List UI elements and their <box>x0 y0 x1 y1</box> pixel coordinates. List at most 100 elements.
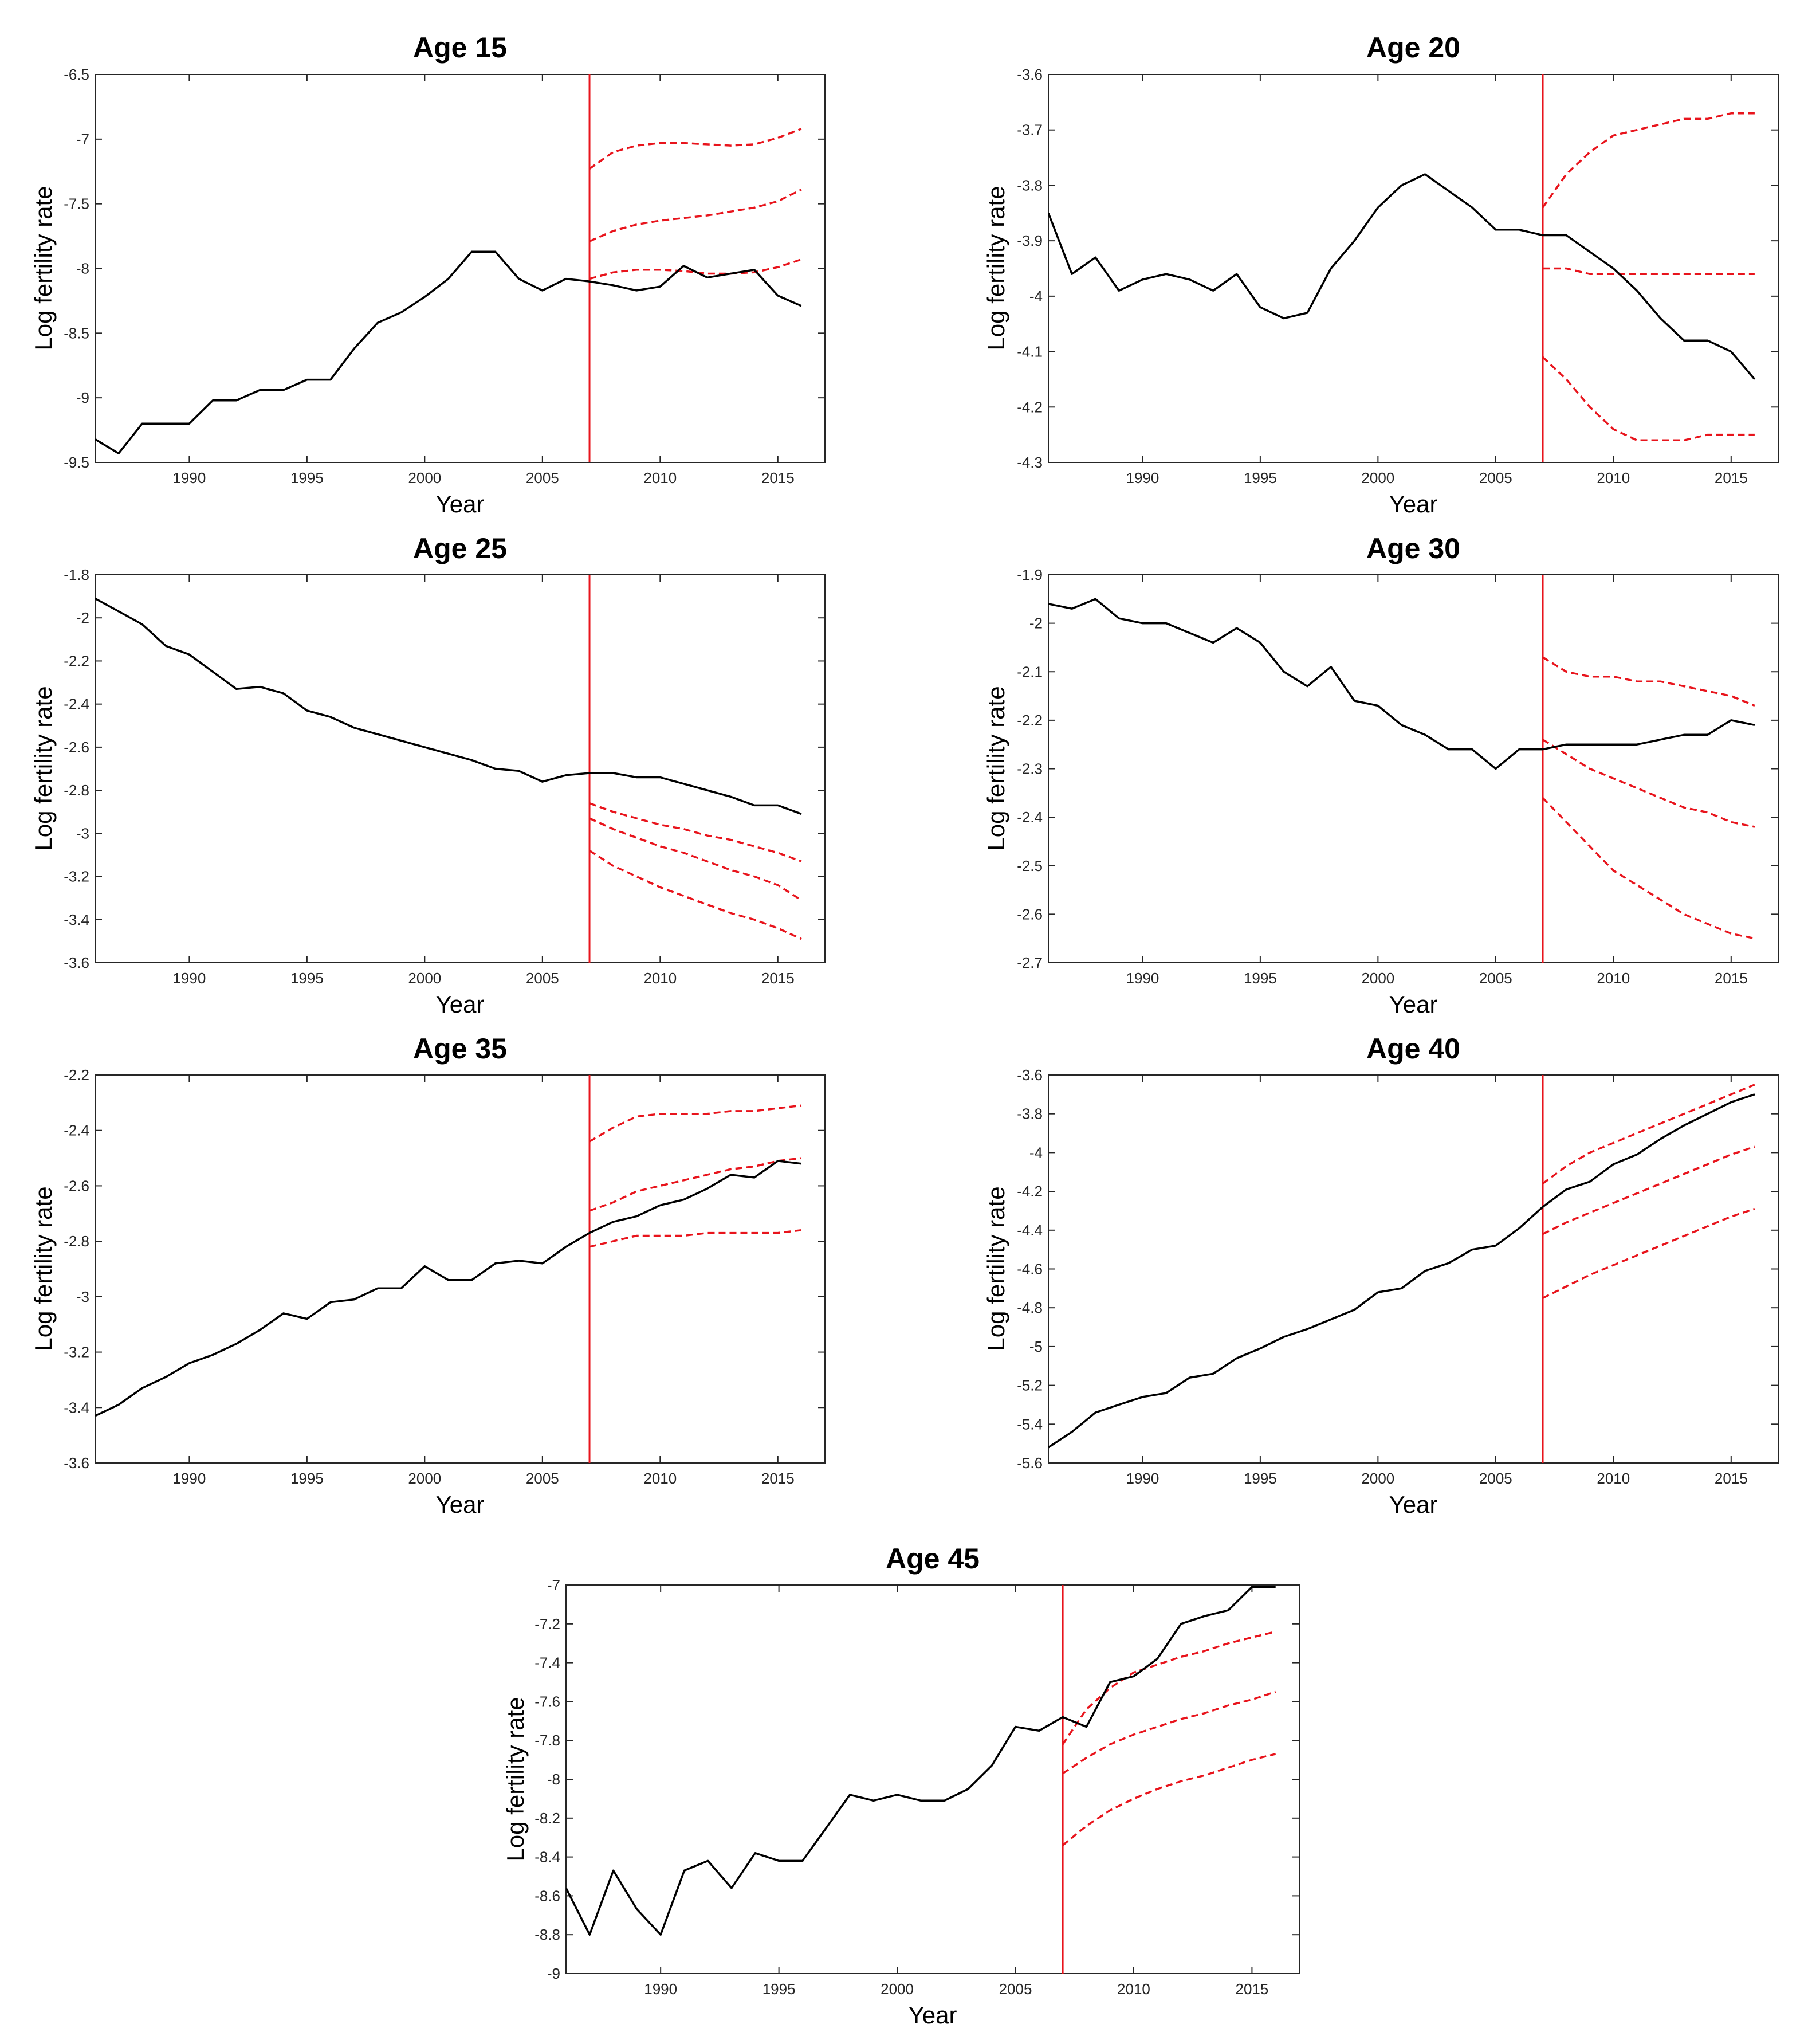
x-tick-label: 1995 <box>1244 1470 1277 1487</box>
y-tick-label: -7.8 <box>534 1732 560 1749</box>
x-tick-label: 1995 <box>290 970 324 987</box>
x-tick-label: 2015 <box>1715 469 1748 487</box>
panel-age-15: Age 15 Year Log fertility rate 1990 1995 2… <box>30 32 826 517</box>
x-tick-label: 2010 <box>1597 1470 1630 1487</box>
plot-area <box>95 1074 826 1464</box>
panel-title: Age 15 <box>413 32 507 64</box>
x-tick-label: 2015 <box>761 469 795 487</box>
y-tick-label: -2.6 <box>64 739 89 756</box>
y-tick-label: -3.6 <box>1017 1066 1043 1084</box>
forecast-upper-line <box>589 802 802 862</box>
x-tick-label: 2015 <box>1235 1980 1268 1998</box>
y-tick-label: -7.2 <box>534 1615 560 1633</box>
forecast-mean-line <box>1542 1145 1755 1235</box>
observed-series-line <box>95 250 802 454</box>
observed-series-line <box>566 1586 1276 1936</box>
x-tick-label: 2005 <box>526 970 559 987</box>
y-tick-label: -2.2 <box>64 1066 89 1084</box>
y-tick-label: -5 <box>1029 1338 1043 1355</box>
y-axis-label: Log fertility rate <box>502 1697 529 1861</box>
y-tick-label: -4.4 <box>1017 1222 1043 1239</box>
y-tick-label: -3.6 <box>1017 66 1043 83</box>
panel-age-25: Age 25 Year Log fertility rate 1990 1995 2… <box>30 532 826 1018</box>
y-tick-label: -1.9 <box>1017 566 1043 583</box>
y-tick-label: -4.2 <box>1017 398 1043 415</box>
forecast-lower-line <box>1542 356 1755 442</box>
x-tick-label: 1990 <box>172 1470 206 1487</box>
y-tick-label: -2.5 <box>1017 857 1043 874</box>
panel-title: Age 25 <box>413 532 507 564</box>
y-tick-label: -3.8 <box>1017 1105 1043 1123</box>
y-tick-label: -7 <box>76 131 89 148</box>
y-tick-label: -8 <box>76 260 89 277</box>
y-tick-label: -4 <box>1029 1144 1043 1161</box>
y-tick-label: -2.6 <box>64 1177 89 1194</box>
series-group <box>566 1585 1276 1974</box>
forecast-upper-line <box>1542 656 1755 707</box>
y-tick-label: -7.5 <box>64 195 89 213</box>
x-axis-label: Year <box>909 2002 957 2029</box>
y-tick-label: -4.8 <box>1017 1299 1043 1316</box>
x-tick-label: 2010 <box>1597 970 1630 987</box>
y-tick-label: -8.4 <box>534 1849 560 1866</box>
series-group <box>95 1075 802 1463</box>
y-tick-label: -8 <box>547 1771 560 1788</box>
plot-area <box>95 574 826 963</box>
x-tick-label: 1995 <box>1244 469 1277 487</box>
x-tick-label: 2000 <box>1361 469 1394 487</box>
x-tick-label: 1990 <box>172 970 206 987</box>
x-tick-label: 2010 <box>1117 1980 1150 1998</box>
y-tick-label: -2.4 <box>64 1122 89 1139</box>
y-tick-label: -7.4 <box>534 1654 560 1672</box>
y-tick-label: -2 <box>1029 615 1043 632</box>
y-tick-label: -5.2 <box>1017 1377 1043 1394</box>
y-tick-label: -2.3 <box>1017 760 1043 778</box>
forecast-mean-line <box>589 1157 802 1212</box>
observed-series-line <box>1048 1093 1755 1449</box>
series-group <box>1048 1075 1755 1463</box>
y-tick-label: -3 <box>76 1288 89 1305</box>
forecast-mean-line <box>1543 267 1755 275</box>
panel-age-20: Age 20 Year Log fertility rate 1990 1995 2… <box>982 32 1779 517</box>
y-axis-label: Log fertility rate <box>30 186 57 350</box>
y-tick-label: -5.4 <box>1017 1415 1043 1433</box>
x-axis-label: Year <box>1389 491 1438 517</box>
y-tick-label: -4.1 <box>1017 343 1043 360</box>
x-tick-label: 2000 <box>408 469 441 487</box>
series-group <box>95 74 802 462</box>
forecast-upper-line <box>589 1104 802 1143</box>
y-tick-label: -9 <box>547 1965 560 1982</box>
panel-title: Age 35 <box>413 1033 507 1065</box>
y-tick-label: -7 <box>547 1576 560 1594</box>
forecast-upper-line <box>1542 1084 1755 1185</box>
y-tick-label: -7.6 <box>534 1693 560 1710</box>
x-tick-label: 2015 <box>761 1470 795 1487</box>
y-tick-label: -2.8 <box>64 782 89 799</box>
y-tick-label: -6.5 <box>64 66 89 83</box>
panel-age-35: Age 35 Year Log fertility rate 1990 1995 2… <box>30 1033 826 1518</box>
y-tick-label: -8.8 <box>534 1926 560 1943</box>
y-axis-label: Log fertility rate <box>982 1186 1009 1351</box>
y-tick-label: -3.6 <box>64 954 89 971</box>
forecast-upper-line <box>588 128 802 170</box>
x-tick-label: 1995 <box>762 1980 796 1998</box>
observed-series-line <box>95 597 802 815</box>
y-tick-label: -8.6 <box>534 1887 560 1904</box>
y-tick-label: -2.8 <box>64 1233 89 1250</box>
x-tick-label: 2000 <box>1361 1470 1394 1487</box>
y-tick-label: -2.6 <box>1017 905 1043 923</box>
forecast-lower-line <box>1542 1207 1755 1299</box>
x-tick-label: 1995 <box>290 1470 324 1487</box>
y-tick-label: -3.2 <box>64 1344 89 1361</box>
x-tick-label: 1990 <box>1126 970 1159 987</box>
y-tick-label: -3.6 <box>64 1454 89 1472</box>
panel-age-40: Age 40 Year Log fertility rate 1990 1995 2… <box>982 1033 1779 1518</box>
y-axis-label: Log fertility rate <box>30 1186 57 1351</box>
y-tick-label: -3.2 <box>64 868 89 885</box>
x-tick-label: 1990 <box>172 469 206 487</box>
plot-area <box>1048 74 1779 463</box>
x-tick-label: 2005 <box>526 1470 559 1487</box>
x-tick-label: 2000 <box>408 970 441 987</box>
x-axis-label: Year <box>1389 1491 1438 1518</box>
y-tick-label: -4.2 <box>1017 1183 1043 1200</box>
